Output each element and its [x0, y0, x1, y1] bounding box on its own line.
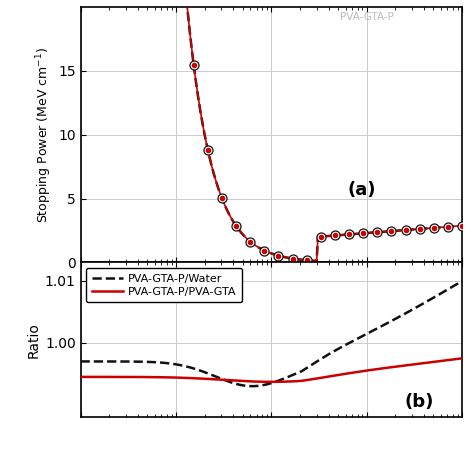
PVA-GTA-P/Water [78, 358, 83, 364]
Line: PVA-GTA-P/Water: PVA-GTA-P/Water [81, 281, 462, 386]
PVA-GTA-P/Water [305, 365, 310, 370]
PVA-GTA-P/Water [306, 364, 312, 369]
PVA-GTA-P/PVA-GTA [268, 379, 273, 385]
Y-axis label: Stopping Power (MeV cm$^{-1}$): Stopping Power (MeV cm$^{-1}$) [34, 47, 54, 223]
PVA-GTA-P/PVA-GTA [305, 377, 310, 383]
Legend: PVA-GTA-P/Water, PVA-GTA-P/PVA-GTA: PVA-GTA-P/Water, PVA-GTA-P/PVA-GTA [86, 268, 242, 302]
PVA-GTA-P/PVA-GTA [425, 360, 430, 365]
PVA-GTA-P/PVA-GTA [459, 356, 465, 361]
PVA-GTA-P/Water [79, 358, 85, 364]
PVA-GTA-P/PVA-GTA [312, 376, 318, 382]
PVA-GTA-P/PVA-GTA [78, 374, 83, 380]
Y-axis label: Ratio: Ratio [27, 322, 41, 358]
Text: (a): (a) [347, 181, 376, 199]
PVA-GTA-P/PVA-GTA [79, 374, 85, 380]
PVA-GTA-P/Water [250, 383, 255, 389]
Text: (b): (b) [405, 393, 434, 411]
PVA-GTA-P/Water [312, 360, 318, 365]
PVA-GTA-P/Water [459, 278, 465, 284]
PVA-GTA-P/PVA-GTA [306, 377, 312, 383]
PVA-GTA-P/Water [425, 298, 430, 304]
Line: PVA-GTA-P/PVA-GTA: PVA-GTA-P/PVA-GTA [81, 358, 462, 382]
PVA-GTA-P/PVA-GTA [401, 363, 406, 368]
PVA-GTA-P/Water [401, 312, 406, 318]
Text: PVA-GTA-P: PVA-GTA-P [340, 12, 394, 22]
